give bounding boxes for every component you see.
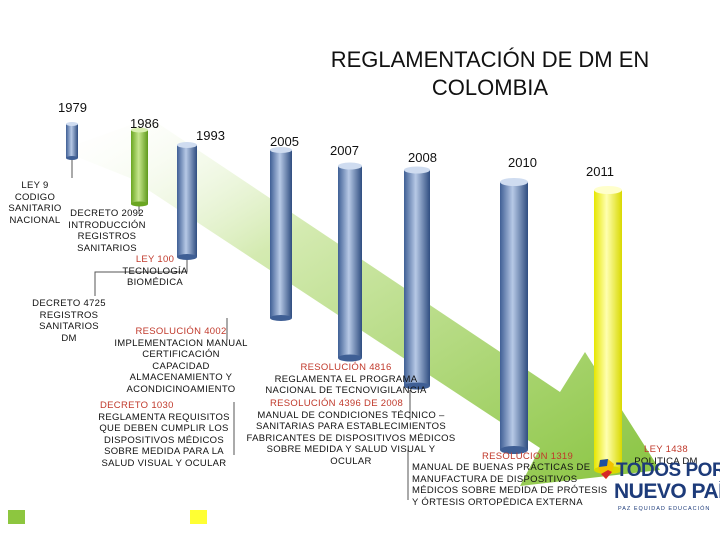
ley100-line: BIOMÉDICA (126, 277, 183, 289)
legend-yellow-square (190, 510, 207, 524)
res4816-note: RESOLUCIÓN 4816 REGLAMENTA EL PROGRAMA N… (258, 362, 434, 397)
res4396-note: RESOLUCIÓN 4396 DE 2008 MANUAL DE CONDIC… (240, 398, 462, 468)
ley1438-note: LEY 1438 POLITICA DM (634, 444, 698, 467)
decreto4725-note: DECRETO 4725 REGISTROS SANITARIOS DM (30, 298, 108, 344)
year-label-2007: 2007 (330, 143, 359, 158)
ley9-line: SANITARIO (8, 203, 62, 215)
page-title: REGLAMENTACIÓN DE DM EN COLOMBIA (330, 47, 650, 100)
cylinder-1979 (66, 122, 78, 160)
logo-subtext: PAZ EQUIDAD EDUCACIÓN (618, 506, 711, 512)
decreto4725-line: DECRETO 4725 (32, 298, 106, 309)
decreto2092-line: REGISTROS (77, 231, 137, 243)
res4002-line: IMPLEMENTACION MANUAL (114, 337, 248, 349)
ley100-note: LEY 100 TECNOLOGÍA BIOMÉDICA (115, 254, 195, 289)
decreto2092-line: SANITARIOS (77, 242, 137, 254)
res4002-note: RESOLUCIÓN 4002 IMPLEMENTACION MANUAL CE… (108, 326, 254, 396)
decreto4725-line: DM (61, 332, 77, 344)
decreto1030-line: SOBRE MEDIDA PARA LA (104, 446, 224, 458)
cylinder-1986 (131, 127, 148, 207)
ley100-line: LEY 100 (135, 254, 175, 265)
ley1438-line: POLITICA DM (634, 455, 698, 467)
decreto1030-title: DECRETO 1030 (100, 400, 174, 411)
res1319-line: MANUAL DE BUENAS PRÁCTICAS DE (412, 462, 591, 473)
cylinder-1993 (177, 142, 197, 260)
res4396-line: SANITARIAS PARA ESTABLECIMIENTOS (256, 421, 446, 433)
res4002-line: CERTIFICACIÓN (142, 349, 220, 361)
cylinder-2010 (500, 178, 528, 454)
decreto2092-line: INTRODUCCIÓN (68, 219, 146, 231)
year-label-2008: 2008 (408, 150, 437, 165)
res4002-line: RESOLUCIÓN 4002 (135, 326, 227, 337)
res4816-line: NACIONAL DE TECNOVIGILANCIA (265, 385, 427, 397)
res4396-line: OCULAR (330, 455, 372, 467)
res4396-line: MANUAL DE CONDICIONES TÉCNICO – (257, 409, 445, 421)
res1319-title: RESOLUCION 1319 (482, 451, 574, 462)
year-label-2005: 2005 (270, 134, 299, 149)
ley9-line: NACIONAL (9, 214, 61, 226)
decreto1030-line: SALUD VISUAL Y OCULAR (101, 457, 227, 469)
ley9-line: LEY 9 (21, 180, 49, 191)
decreto1030-line: REGLAMENTA REQUISITOS (98, 411, 230, 423)
res4002-line: CAPACIDAD (152, 360, 210, 372)
decreto2092-line: DECRETO 2092 (70, 208, 144, 219)
res1319-line: Y ÓRTESIS ORTOPÉDICA EXTERNA (412, 496, 583, 508)
cylinder-2011 (594, 186, 622, 474)
res4816-title: RESOLUCIÓN 4816 (300, 362, 392, 373)
cylinder-2007 (338, 162, 362, 362)
ley9-note: LEY 9 CODIGO SANITARIO NACIONAL (4, 180, 66, 226)
res1319-line: MÉDICOS SOBRE MEDIDA DE PRÓTESIS (412, 485, 608, 497)
decreto4725-line: SANITARIOS (39, 321, 99, 333)
res4002-line: ACONDICINOAMIENTO (126, 383, 236, 395)
logo-text-2: NUEVO PAÍS (614, 480, 720, 503)
cylinder-2005 (270, 147, 292, 321)
res4002-line: ALMACENAMIENTO Y (129, 372, 233, 384)
res4396-title: RESOLUCIÓN 4396 DE 2008 (270, 398, 404, 409)
logo-text-1: TODOS POR UN (616, 460, 720, 481)
res1319-line: MANUFACTURA DE DISPOSITIVOS (412, 473, 578, 485)
decreto1030-line: DISPOSITIVOS MÉDICOS (103, 434, 225, 446)
decreto1030-line: QUE DEBEN CUMPLIR LOS (99, 423, 229, 435)
year-label-2010: 2010 (508, 155, 537, 170)
res1319-note: MANUAL DE BUENAS PRÁCTICAS DE MANUFACTUR… (412, 462, 610, 508)
res4816-line: REGLAMENTA EL PROGRAMA (274, 373, 418, 385)
res4396-line: FABRICANTES DE DISPOSITIVOS MÉDICOS (246, 432, 456, 444)
colombia-map-icon (598, 459, 614, 479)
res4396-line: SOBRE MEDIDA Y SALUD VISUAL Y (266, 444, 436, 456)
connector-1993 (94, 257, 188, 296)
decreto4725-line: REGISTROS (39, 309, 99, 321)
year-label-1979: 1979 (58, 100, 87, 115)
year-label-1986: 1986 (130, 116, 159, 131)
decreto1030-note: DECRETO 1030 REGLAMENTA REQUISITOS QUE D… (94, 400, 234, 470)
year-label-2011: 2011 (586, 164, 614, 179)
decreto2092-note: DECRETO 2092 INTRODUCCIÓN REGISTROS SANI… (62, 208, 152, 254)
legend-green-square (8, 510, 25, 524)
year-label-1993: 1993 (196, 128, 225, 143)
ley9-line: CODIGO (14, 191, 56, 203)
ley1438-line: LEY 1438 (644, 444, 688, 455)
cylinder-2008 (404, 166, 430, 390)
ley100-line: TECNOLOGÍA (122, 265, 188, 277)
logo-todos-por-un-nuevo-pais: TODOS POR UN NUEVO PAÍS PAZ EQUIDAD EDUC… (596, 458, 720, 522)
